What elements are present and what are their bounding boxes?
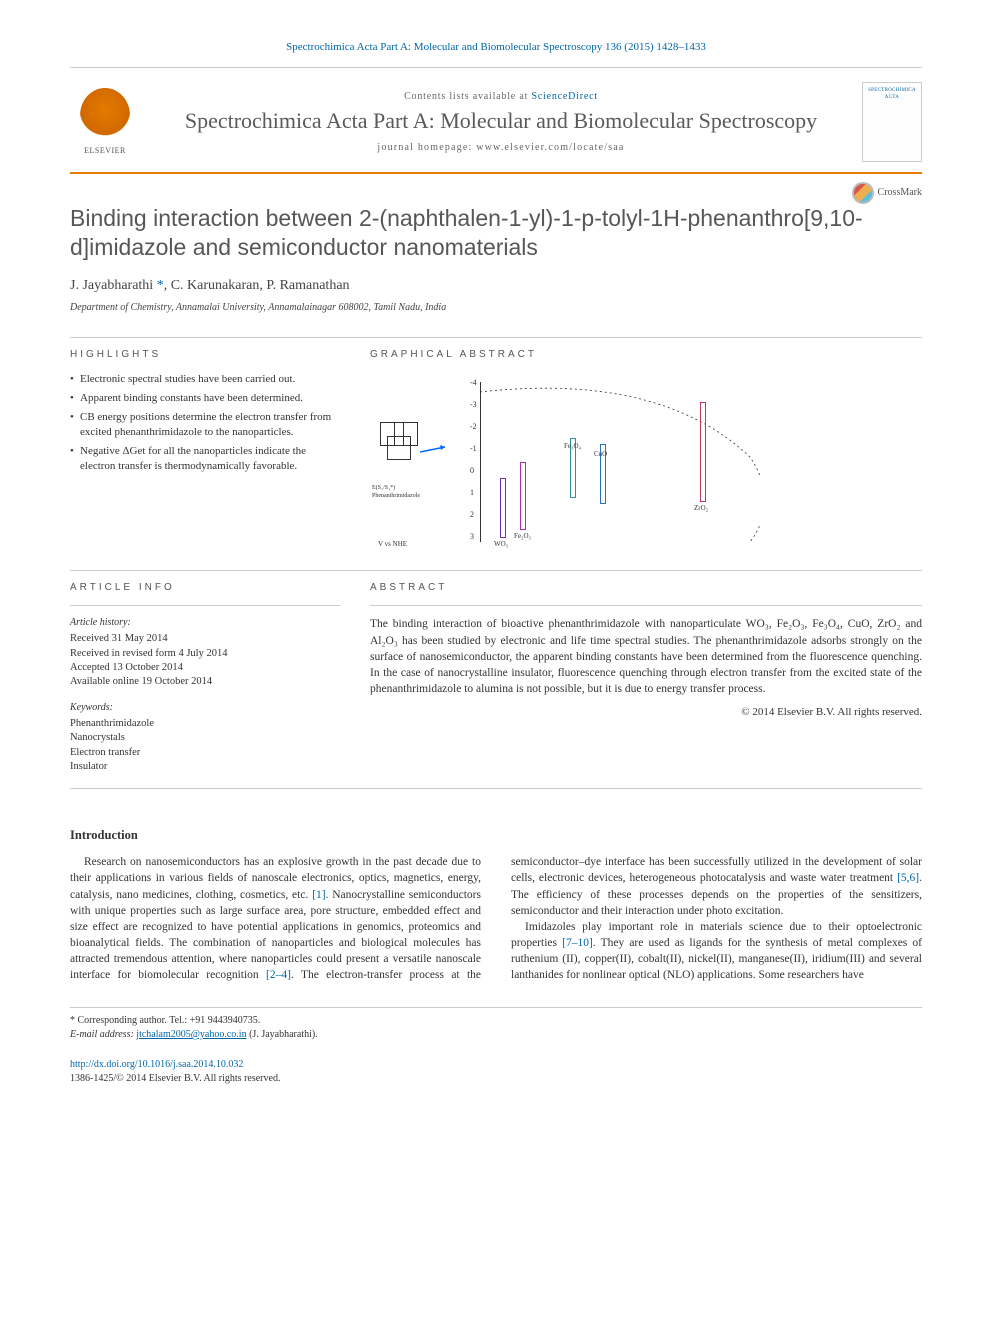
elsevier-label: ELSEVIER: [84, 145, 126, 156]
ga-bar-label: ZrO₂: [694, 504, 708, 514]
keywords-label: Keywords:: [70, 701, 340, 715]
info-abstract-row: ARTICLE INFO Article history: Received 3…: [70, 581, 922, 773]
elsevier-tree-icon: [80, 88, 130, 143]
article-info-block: ARTICLE INFO Article history: Received 3…: [70, 581, 340, 773]
highlights-graphical-row: HIGHLIGHTS Electronic spectral studies h…: [70, 348, 922, 552]
corresponding-author: * Corresponding author. Tel.: +91 944394…: [70, 1014, 922, 1028]
email-suffix: (J. Jayabharathi).: [247, 1029, 318, 1040]
crossmark-label: CrossMark: [878, 186, 922, 200]
divider: [70, 605, 340, 606]
ga-axis-tick: -3: [470, 399, 477, 410]
ga-axis-tick: -1: [470, 443, 477, 454]
ref-link[interactable]: [2–4]: [266, 969, 291, 981]
email-link[interactable]: jtchalam2005@yahoo.co.in: [136, 1029, 246, 1040]
contents-prefix: Contents lists available at: [404, 91, 531, 102]
ref-link[interactable]: [5,6]: [897, 872, 919, 884]
ga-axis-tick: -2: [470, 421, 477, 432]
divider: [70, 337, 922, 338]
history-item: Available online 19 October 2014: [70, 675, 340, 689]
header-center: Contents lists available at ScienceDirec…: [140, 90, 862, 154]
ga-molecule-icon: [380, 422, 440, 482]
abstract-label: ABSTRACT: [370, 581, 922, 595]
highlight-item: Apparent binding constants have been det…: [70, 391, 340, 406]
email-line: E-mail address: jtchalam2005@yahoo.co.in…: [70, 1028, 922, 1042]
author-line: J. Jayabharathi *, C. Karunakaran, P. Ra…: [70, 276, 922, 296]
ga-axis-tick: 0: [470, 465, 474, 476]
correspondence-mark: *: [153, 278, 164, 293]
keywords-block: Keywords: Phenanthrimidazole Nanocrystal…: [70, 701, 340, 774]
ga-bar-label: CuO: [594, 450, 607, 460]
ref-link[interactable]: [1]: [312, 889, 325, 901]
keyword: Electron transfer: [70, 746, 340, 760]
article-info-label: ARTICLE INFO: [70, 581, 340, 595]
abstract-copyright: © 2014 Elsevier B.V. All rights reserved…: [370, 705, 922, 720]
introduction-body: Research on nanosemiconductors has an ex…: [70, 854, 922, 983]
divider: [370, 605, 922, 606]
elsevier-logo: ELSEVIER: [70, 82, 140, 162]
graphical-abstract-block: GRAPHICAL ABSTRACT E(S₁/S₁*) Phenanthrim…: [370, 348, 922, 552]
arrow-icon: [420, 442, 450, 462]
journal-header: ELSEVIER Contents lists available at Sci…: [70, 67, 922, 174]
highlight-item: CB energy positions determine the electr…: [70, 410, 340, 440]
journal-name: Spectrochimica Acta Part A: Molecular an…: [150, 108, 852, 134]
intro-para-2: Imidazoles play important role in materi…: [511, 919, 922, 983]
introduction-section: Introduction Research on nanosemiconduct…: [70, 827, 922, 983]
ga-bar: [500, 478, 506, 538]
graphical-abstract-figure: E(S₁/S₁*) Phenanthrimidazole -4-3-2-1012…: [370, 372, 922, 552]
highlights-block: HIGHLIGHTS Electronic spectral studies h…: [70, 348, 340, 552]
divider: [70, 570, 922, 571]
ga-bar-label: Fe₂O₃: [514, 532, 531, 542]
authors-text: J. Jayabharathi *, C. Karunakaran, P. Ra…: [70, 278, 350, 293]
ga-axis-tick: 1: [470, 487, 474, 498]
ga-bar: [520, 462, 526, 530]
contents-line: Contents lists available at ScienceDirec…: [150, 90, 852, 104]
history-item: Received in revised form 4 July 2014: [70, 647, 340, 661]
ga-bar-label: Fe₃O₄: [564, 442, 581, 452]
divider: [70, 788, 922, 789]
crossmark-badge[interactable]: CrossMark: [852, 182, 922, 204]
crossmark-icon: [852, 182, 874, 204]
homepage-line: journal homepage: www.elsevier.com/locat…: [150, 141, 852, 155]
top-citation: Spectrochimica Acta Part A: Molecular an…: [70, 40, 922, 55]
ga-axis-tick: -4: [470, 377, 477, 388]
ga-molecule-label: Phenanthrimidazole: [372, 492, 420, 500]
highlight-item: Negative ΔGet for all the nanoparticles …: [70, 444, 340, 474]
ga-bar: [700, 402, 706, 502]
footer-block: * Corresponding author. Tel.: +91 944394…: [70, 1007, 922, 1042]
sciencedirect-link[interactable]: ScienceDirect: [531, 91, 597, 102]
ref-link[interactable]: [7–10]: [562, 937, 593, 949]
history-item: Accepted 13 October 2014: [70, 661, 340, 675]
highlight-item: Electronic spectral studies have been ca…: [70, 372, 340, 387]
abstract-block: ABSTRACT The binding interaction of bioa…: [370, 581, 922, 773]
journal-cover-thumb: SPECTROCHIMICA ACTA: [862, 82, 922, 162]
graphical-abstract-label: GRAPHICAL ABSTRACT: [370, 348, 922, 362]
abstract-text: The binding interaction of bioactive phe…: [370, 616, 922, 696]
email-label: E-mail address:: [70, 1029, 136, 1040]
highlights-list: Electronic spectral studies have been ca…: [70, 372, 340, 473]
ga-axis-tick: 3: [470, 531, 474, 542]
cover-text: SPECTROCHIMICA ACTA: [867, 87, 917, 101]
ga-axis-tick: 2: [470, 509, 474, 520]
introduction-heading: Introduction: [70, 827, 922, 845]
keyword: Nanocrystals: [70, 731, 340, 745]
keyword: Phenanthrimidazole: [70, 717, 340, 731]
history-label: Article history:: [70, 616, 340, 630]
ga-bar-label: WO₃: [494, 540, 508, 550]
affiliation: Department of Chemistry, Annamalai Unive…: [70, 301, 922, 315]
ga-bottom-label: V vs NHE: [378, 540, 407, 550]
highlights-label: HIGHLIGHTS: [70, 348, 340, 362]
keyword: Insulator: [70, 760, 340, 774]
article-title: Binding interaction between 2-(naphthale…: [70, 204, 922, 262]
doi-link[interactable]: http://dx.doi.org/10.1016/j.saa.2014.10.…: [70, 1058, 922, 1072]
rights-line: 1386-1425/© 2014 Elsevier B.V. All right…: [70, 1072, 922, 1086]
history-item: Received 31 May 2014: [70, 632, 340, 646]
